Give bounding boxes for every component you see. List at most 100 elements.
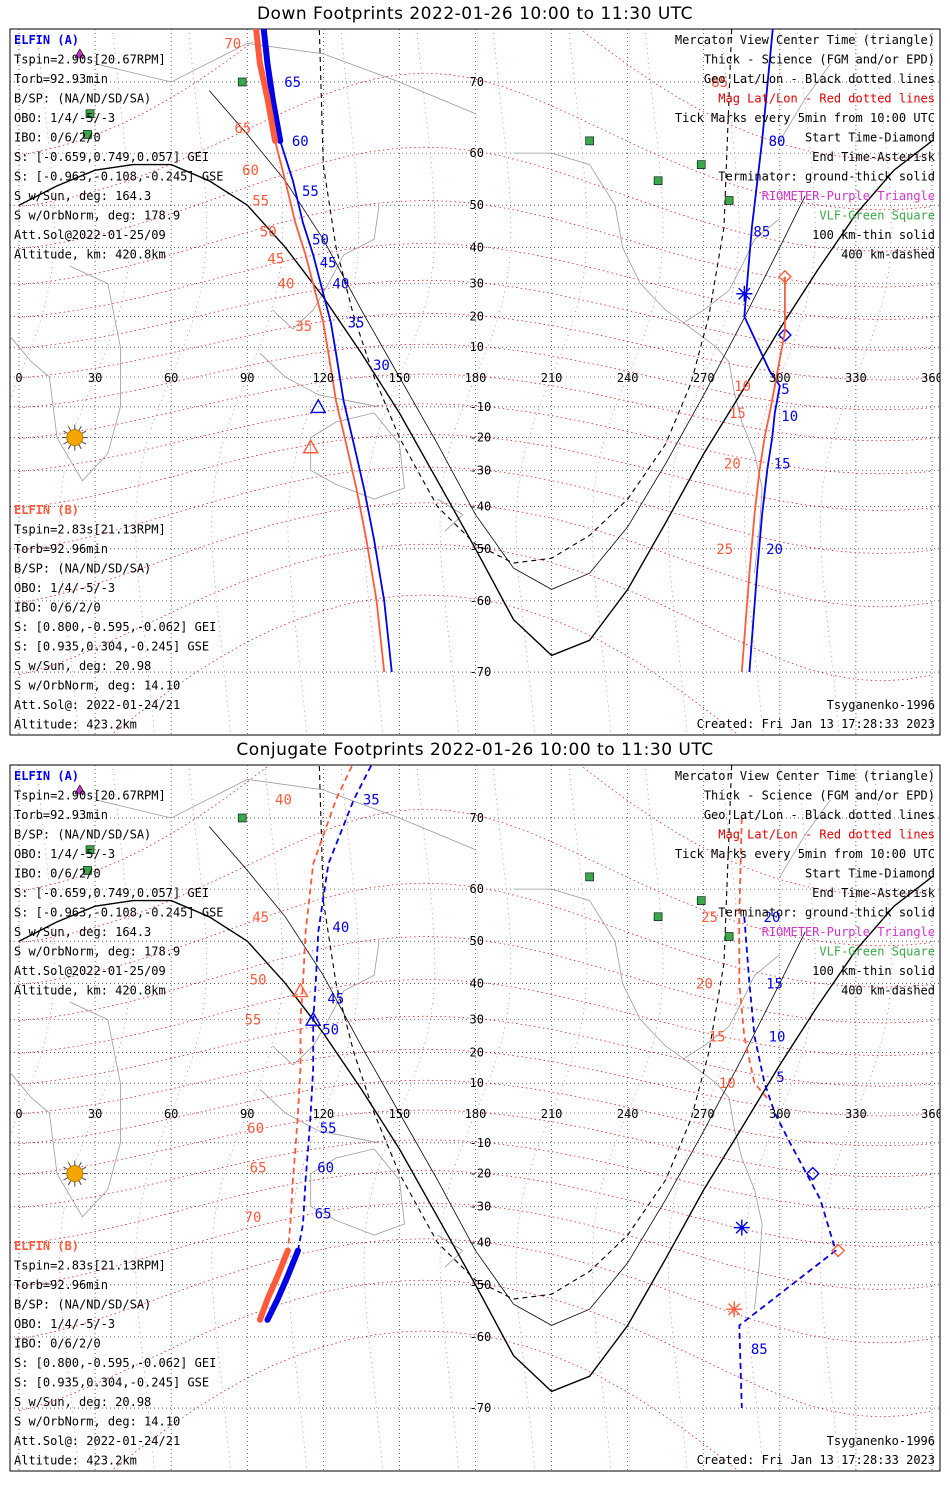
sun-ray <box>67 1162 72 1167</box>
mag-longitude-line <box>211 765 284 1471</box>
vlf-station-square <box>237 813 247 823</box>
mag-longitude-line <box>667 765 740 1471</box>
elfin-a-info-line: S: [-0.963,-0.108,-0.245] GSE <box>14 170 224 184</box>
track-tick-label: 30 <box>373 358 390 374</box>
elfin-b-info-line: IBO: 0/6/2/0 <box>14 601 101 615</box>
vlf-station-square <box>724 196 734 205</box>
elfin-a-info-line: S w/Sun, deg: 164.3 <box>14 925 151 939</box>
lat-tick-label: 70 <box>470 811 484 825</box>
elfin-a-info-line: S: [-0.963,-0.108,-0.245] GSE <box>14 906 224 920</box>
track-tick-label: 15 <box>766 976 783 992</box>
lat-tick-label: 60 <box>470 146 484 160</box>
elfin-a-info-line: S: [-0.659,0.749,0.057] GEI <box>14 150 209 164</box>
track-tick-label: 35 <box>363 793 380 809</box>
panel-title-conjugate: Conjugate Footprints 2022-01-26 10:00 to… <box>236 740 714 760</box>
lon-tick-label: 150 <box>389 371 411 385</box>
track-tick-label: 70 <box>224 36 241 52</box>
elfin-a-info-heading: ELFIN (A) <box>14 769 79 783</box>
track-tick-label: 85 <box>753 224 770 240</box>
map-panel-conjugate: 35 40 45 50 55 60 65 20 15 10 5 85 40 45 50 55 60 65 70 25 2… <box>9 764 941 1472</box>
terminator-100km <box>208 90 806 590</box>
model-label: Tsyganenko-1996 <box>827 698 935 712</box>
coastline <box>437 1234 464 1268</box>
map-panel-down: 6560555045403530758085510152070656055504… <box>9 28 941 736</box>
mag-longitude-line <box>59 765 131 1471</box>
lat-tick-label: 50 <box>470 198 484 212</box>
elfin-b-info-line: S: [0.935,0.304,-0.245] GSE <box>14 640 209 654</box>
lat-tick-label: -20 <box>470 431 492 445</box>
lon-tick-label: 210 <box>541 1107 563 1121</box>
track-tick-label: 55 <box>252 194 269 210</box>
legend-line: VLF-Green Square <box>819 209 935 223</box>
sun-disk <box>66 1165 84 1183</box>
elfin-a-info-line: Altitude, km: 420.8km <box>14 984 166 998</box>
track-tick-label: 15 <box>774 457 791 473</box>
lon-tick-label: 30 <box>88 371 102 385</box>
track-tick-label: 65 <box>315 1206 332 1222</box>
coastline <box>310 1148 405 1236</box>
lon-tick-label: 30 <box>88 1107 102 1121</box>
track-tick-label: 70 <box>245 1210 262 1226</box>
elfin-a-info-line: S w/OrbNorm, deg: 178.9 <box>14 209 180 223</box>
legend-line: Terminator: ground-thick solid <box>718 906 935 920</box>
created-label: Created: Fri Jan 13 17:28:33 2023 <box>697 717 935 731</box>
start-time-diamond <box>805 1166 820 1181</box>
elfin-a-science-segment <box>264 1247 301 1323</box>
elfin-b-info-line: S: [0.800,-0.595,-0.062] GEI <box>14 620 216 634</box>
elfin-b-info-line: B/SP: (NA/ND/SD/SA) <box>14 1298 151 1312</box>
legend-line: End Time-Asterisk <box>812 886 936 900</box>
lat-tick-label: -60 <box>470 1330 492 1344</box>
lat-tick-label: 20 <box>470 309 484 323</box>
track-tick-label: 35 <box>348 316 365 332</box>
coastline <box>513 152 781 324</box>
track-tick-label: 50 <box>312 232 329 248</box>
legend-line: Start Time-Diamond <box>805 867 935 881</box>
elfin-a-info-line: S w/OrbNorm, deg: 178.9 <box>14 945 180 959</box>
vlf-station-square <box>724 932 734 941</box>
vlf-station-square <box>653 912 663 922</box>
sun-ray <box>63 430 69 435</box>
legend-line: Mercator View Center Time (triangle) <box>675 33 935 47</box>
track-tick-label: 85 <box>751 1342 768 1358</box>
vlf-station-square <box>696 896 706 905</box>
map-frame <box>9 28 941 736</box>
mag-latitude-line <box>18 1238 933 1344</box>
mag-latitude-line <box>18 434 933 511</box>
asterisk-stroke <box>738 287 751 300</box>
vlf-station-square <box>85 845 95 855</box>
lat-tick-label: -50 <box>470 1278 492 1292</box>
mag-longitude-line <box>515 29 588 735</box>
sun-ray <box>81 430 87 435</box>
mag-longitude-line <box>287 765 360 1471</box>
elfin-b-track-2 <box>738 817 768 1099</box>
mag-latitude-line <box>18 312 933 381</box>
mag-latitude-line <box>18 1079 933 1147</box>
lon-tick-label: 180 <box>465 1107 487 1121</box>
lon-tick-label: 60 <box>164 1107 178 1121</box>
lat-tick-label: 20 <box>470 1045 484 1059</box>
legend-line: 400 km-dashed <box>841 984 935 998</box>
elfin-a-info-heading: ELFIN (A) <box>14 33 79 47</box>
lat-tick-label: -30 <box>470 1199 492 1213</box>
center-time-triangle <box>310 398 327 414</box>
legend-line: VLF-Green Square <box>819 945 935 959</box>
legend-line: Mag Lat/Lon - Red dotted lines <box>718 92 935 106</box>
mag-latitude-line <box>18 146 933 252</box>
elfin-a-info-line: S w/Sun, deg: 164.3 <box>14 189 151 203</box>
mag-longitude-line <box>10 765 55 1136</box>
sun-ray <box>81 441 87 445</box>
elfin-b-track-2 <box>740 276 786 673</box>
track-tick-label: 65 <box>284 75 301 91</box>
coastline <box>259 1088 380 1144</box>
coastline <box>272 941 380 1066</box>
lon-tick-label: 300 <box>769 371 791 385</box>
coastline <box>779 799 831 878</box>
elfin-b-info-heading: ELFIN (B) <box>14 1239 79 1253</box>
sun-ray <box>63 441 69 445</box>
coastline <box>10 265 121 482</box>
elfin-b-info-line: Altitude: 423.2km <box>14 1454 137 1468</box>
track-tick-label: 10 <box>719 1076 736 1092</box>
mag-longitude-line <box>820 765 892 1471</box>
coastline <box>259 352 380 408</box>
elfin-b-info-line: S w/OrbNorm, deg: 14.10 <box>14 679 180 693</box>
